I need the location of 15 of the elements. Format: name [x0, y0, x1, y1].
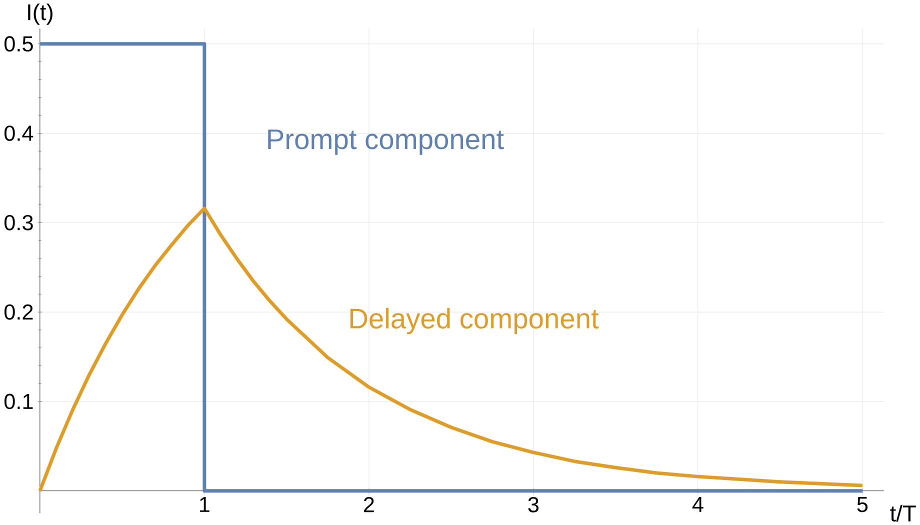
x-tick-label: 2: [364, 496, 374, 512]
y-tick-label: 0.2: [4, 304, 33, 320]
y-tick-label: 0.3: [4, 214, 33, 230]
x-axis-title: t/T: [890, 504, 916, 522]
y-tick-label: 0.5: [4, 36, 33, 52]
x-tick-label: 1: [200, 496, 210, 512]
line-series: [38, 206, 864, 492]
y-tick-label: 0.1: [4, 394, 33, 410]
x-tick-label: 4: [692, 496, 704, 512]
x-tick-label: 3: [528, 496, 539, 512]
y-axis-title: I(t): [28, 4, 52, 25]
x-tick-label: 5: [857, 496, 868, 512]
text: Prompt component: [268, 129, 504, 155]
series-label: Delayed component: [350, 308, 599, 334]
y-tick-label: 0.4: [4, 125, 34, 141]
